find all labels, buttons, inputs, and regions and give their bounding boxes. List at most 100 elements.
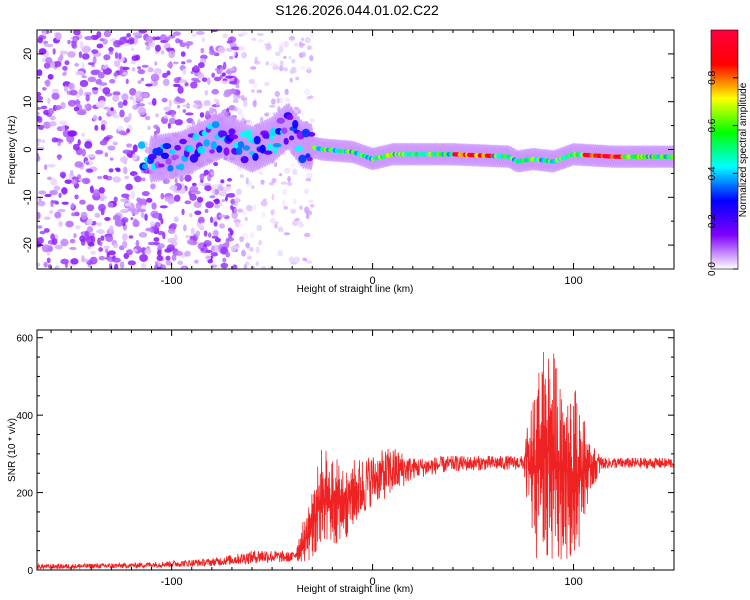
snr-x-axis-label: Height of straight line (km) [297,584,414,595]
spectrogram-blob [96,43,104,49]
spectrogram-blob [230,46,240,51]
spectrogram-blob [183,224,187,232]
spectrogram-blob [299,205,303,210]
spectrogram-ridge-point [218,130,228,139]
spectrogram-blob [69,238,76,244]
spectrogram-blob [236,94,241,99]
spectrogram-blob [78,51,83,59]
spectrogram-ridge-point [289,135,295,141]
spectrogram-blob [174,119,184,126]
spectrogram-blob [204,185,212,192]
spectrogram-blob [182,104,190,108]
spectrogram-blob [205,201,214,209]
spectrogram-blob [182,109,187,113]
spectrogram-blob [257,38,264,43]
colorbar-ticks: 0.0 0.2 0.4 0.6 0.8 [707,70,738,276]
spectrogram-blob [260,200,268,207]
spectrogram-blob [71,179,78,185]
spectrogram-ridge-point [267,143,273,151]
spectrogram-blob [122,99,128,106]
spectrogram-blob [103,106,110,110]
snr-ticks: -100 0 100 0 200 400 600 [16,330,675,588]
spectrogram-blob [150,73,160,82]
spectrogram-blob [309,203,315,208]
spectrogram-blob [149,221,156,227]
spectrogram-blob [184,250,191,257]
spectrogram-blob [279,65,284,72]
spectrogram-blob [271,177,277,184]
spectrogram-blob [46,176,53,181]
spectrogram-blob [288,35,296,40]
spectrogram-blob [161,264,166,269]
spectrogram-blob [213,162,219,167]
spectrogram-blob [157,243,165,249]
spectrogram-blob [140,262,147,269]
spectrogram-blob [309,31,315,39]
spectrogram-blob [43,261,48,268]
spectrogram-blob [159,205,168,209]
spectrogram-blob [98,247,104,252]
spectrogram-blob [279,60,284,67]
spectrogram-blob [247,255,252,260]
spectrogram-blob [284,97,291,103]
spectrogram-blob [226,40,233,44]
spectrogram-blob [184,174,192,182]
spectrogram-blob [191,33,197,38]
spectrogram-blob [165,47,175,51]
spectrogram-blob [128,37,135,42]
spectrogram-blob [133,248,138,253]
spectrogram-blob [62,72,67,76]
spectrogram-blob [136,197,142,203]
spectrogram-blob [213,188,220,195]
spectrogram-blob [281,199,286,207]
spectrogram-blob [253,81,258,89]
spectrogram-blob [85,161,90,165]
spectrogram-ridge-point [252,153,259,161]
spectrogram-blob [123,166,128,175]
spectrogram-blob [232,264,238,269]
spectrogram-blob [225,75,234,79]
spectrogram-blob [154,113,160,118]
snr-frame [36,329,675,571]
spectrogram-blob [290,163,295,167]
spectrogram-blob [157,230,165,236]
spectrogram-blob [226,107,230,113]
spectrogram-blob [96,229,105,234]
spectrogram-blob [132,98,137,106]
spectrogram-blob [272,64,279,69]
spectrogram-blob [70,169,74,176]
spectrogram-blob [294,217,300,222]
spectrogram-blob [235,243,239,247]
spectrogram-blob [153,237,160,242]
spectrogram-blob [256,32,264,37]
spectrogram-ridge-point [210,140,217,150]
spectrogram-blob [90,250,96,255]
spectrogram-blob [65,220,74,228]
spectrogram-y-tick-label: 20 [22,48,34,60]
spectrogram-blob [103,136,111,141]
spectrogram-blob [38,190,47,195]
spectrogram-blob [126,249,133,256]
spectrogram-blob [73,233,77,239]
spectrogram-blob [222,61,227,70]
spectrogram-blob [160,40,168,44]
spectrogram-blob [200,247,205,252]
spectrogram-blob [140,77,145,82]
spectrogram-ridge-point [228,128,236,135]
spectrogram-blob [240,31,248,36]
spectrogram-blob [214,198,220,205]
spectrogram-blob [48,121,57,127]
spectrogram-blob [77,139,81,146]
spectrogram-blob [126,32,131,38]
spectrogram-blob [134,175,142,183]
spectrogram-blob [141,64,149,68]
spectrogram-blob [57,154,61,161]
spectrogram-ridge-point [283,137,289,145]
spectrogram-blob [92,189,101,197]
spectrogram-blob [118,130,126,136]
spectrogram-blob [309,118,315,123]
spectrogram-blob [286,181,293,186]
spectrogram-blob [217,65,222,69]
spectrogram-blob [125,183,133,191]
